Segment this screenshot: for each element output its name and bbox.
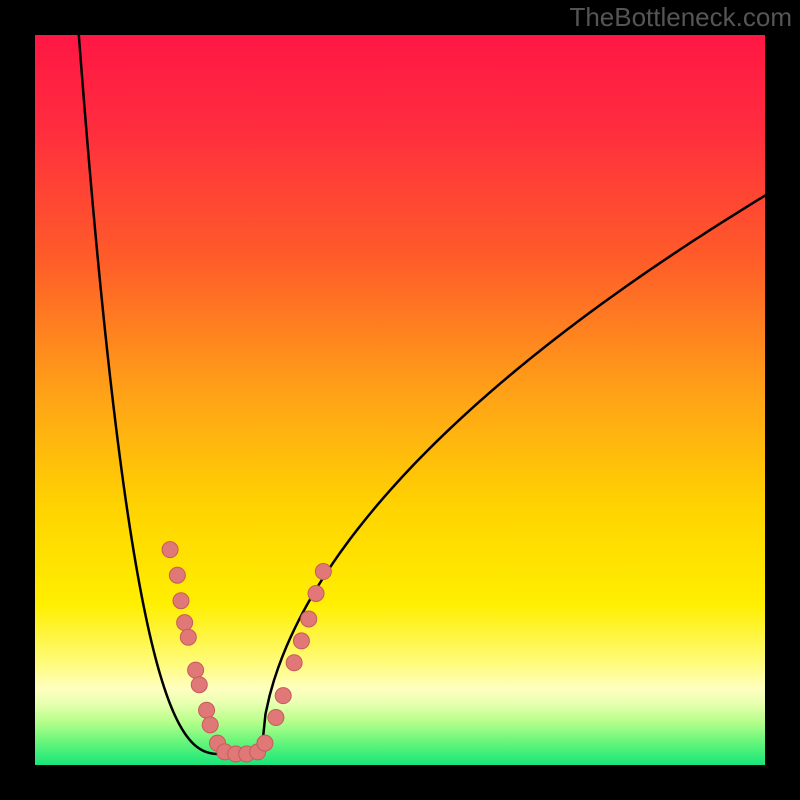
data-marker (268, 710, 284, 726)
data-marker (301, 611, 317, 627)
data-marker (315, 564, 331, 580)
data-marker (286, 655, 302, 671)
bottleneck-chart (0, 0, 800, 800)
data-marker (191, 677, 207, 693)
data-marker (169, 567, 185, 583)
data-marker (180, 629, 196, 645)
data-marker (275, 688, 291, 704)
data-marker (293, 633, 309, 649)
data-marker (177, 615, 193, 631)
data-marker (257, 735, 273, 751)
data-marker (308, 585, 324, 601)
gradient-background (35, 35, 765, 765)
chart-container: TheBottleneck.com (0, 0, 800, 800)
data-marker (188, 662, 204, 678)
data-marker (162, 542, 178, 558)
data-marker (202, 717, 218, 733)
data-marker (199, 702, 215, 718)
watermark-label: TheBottleneck.com (569, 2, 792, 33)
data-marker (173, 593, 189, 609)
